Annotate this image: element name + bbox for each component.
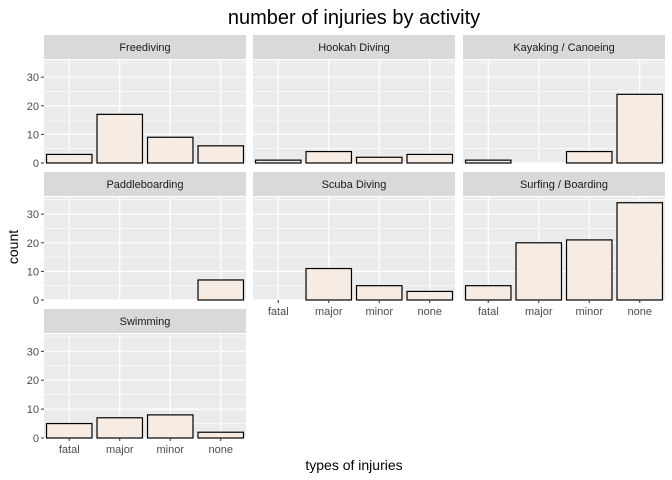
facet-strip <box>44 172 246 196</box>
bar <box>197 145 245 164</box>
x-axis-label: types of injuries <box>305 457 402 473</box>
bar <box>616 93 664 164</box>
chart-title: number of injuries by activity <box>228 7 480 29</box>
facet-strip <box>44 35 246 59</box>
facet-strip-label: Swimming <box>120 316 171 328</box>
facet-strip-label: Hookah Diving <box>318 42 390 54</box>
y-tick-label: 0 <box>33 295 39 307</box>
facet-strip <box>253 172 455 196</box>
panel-background <box>253 197 455 300</box>
bar <box>146 414 194 439</box>
facet-panel: Freediving 0 10 20 30 <box>27 35 246 170</box>
x-tick-label: none <box>628 306 652 318</box>
x-tick-label: none <box>418 306 442 318</box>
y-tick-label: 30 <box>27 209 39 221</box>
x-tick-label: major <box>525 306 553 318</box>
y-tick-label: 10 <box>27 404 39 416</box>
bar <box>305 150 353 164</box>
facet-panel: Surfing / Boarding fatal major minor none <box>463 172 665 318</box>
facet-panel: Kayaking / Canoeing <box>463 35 665 164</box>
facet-strip-label: Kayaking / Canoeing <box>513 42 615 54</box>
y-tick-label: 0 <box>33 433 39 445</box>
x-tick-label: minor <box>156 444 184 456</box>
facet-strip <box>44 309 246 333</box>
bar <box>96 417 144 439</box>
panel-background <box>253 60 455 163</box>
y-tick-label: 10 <box>27 266 39 278</box>
bar <box>565 239 613 301</box>
facet-strip <box>463 172 665 196</box>
facet-panel: Swimming 0 10 20 30 fatal major minor none <box>27 309 246 456</box>
facet-strip <box>253 35 455 59</box>
y-tick-label: 20 <box>27 101 39 113</box>
facet-panel: Paddleboarding 0 10 20 30 <box>27 172 246 307</box>
facet-strip-label: Freediving <box>119 42 170 54</box>
bar <box>254 159 302 164</box>
y-axis-label: count <box>5 230 21 264</box>
y-tick-label: 10 <box>27 129 39 141</box>
x-tick-label: minor <box>365 306 393 318</box>
facet-panel: Hookah Diving <box>253 35 455 164</box>
bar <box>515 242 563 301</box>
bar <box>355 285 403 301</box>
x-tick-label: minor <box>575 306 603 318</box>
bar <box>406 153 454 164</box>
x-tick-label: major <box>106 444 134 456</box>
x-tick-label: fatal <box>59 444 80 456</box>
y-tick-label: 20 <box>27 238 39 250</box>
bar <box>45 153 93 164</box>
x-tick-label: fatal <box>478 306 499 318</box>
facet-panel: Scuba Diving fatal major minor none <box>253 172 455 318</box>
facet-strip <box>463 35 665 59</box>
y-tick-label: 20 <box>27 375 39 387</box>
bar <box>406 290 454 301</box>
bar <box>464 159 512 164</box>
bar <box>355 156 403 164</box>
y-tick-label: 30 <box>27 346 39 358</box>
bar <box>305 267 353 301</box>
facet-panels: Freediving 0 10 20 30 Hookah Diving Kayaking /… <box>27 35 665 456</box>
panel-background <box>44 334 246 438</box>
bar <box>616 202 664 301</box>
facet-strip-label: Surfing / Boarding <box>520 179 608 191</box>
facet-strip-label: Scuba Diving <box>322 179 387 191</box>
bar <box>96 113 144 164</box>
x-tick-label: major <box>315 306 343 318</box>
x-tick-label: none <box>209 444 233 456</box>
y-tick-label: 30 <box>27 72 39 84</box>
bar <box>565 150 613 164</box>
bar <box>45 422 93 439</box>
bar <box>197 279 245 301</box>
facet-strip-label: Paddleboarding <box>106 179 183 191</box>
bar <box>197 431 245 439</box>
bar <box>146 136 194 164</box>
bar <box>464 285 512 301</box>
x-tick-label: fatal <box>268 306 289 318</box>
y-tick-label: 0 <box>33 158 39 170</box>
